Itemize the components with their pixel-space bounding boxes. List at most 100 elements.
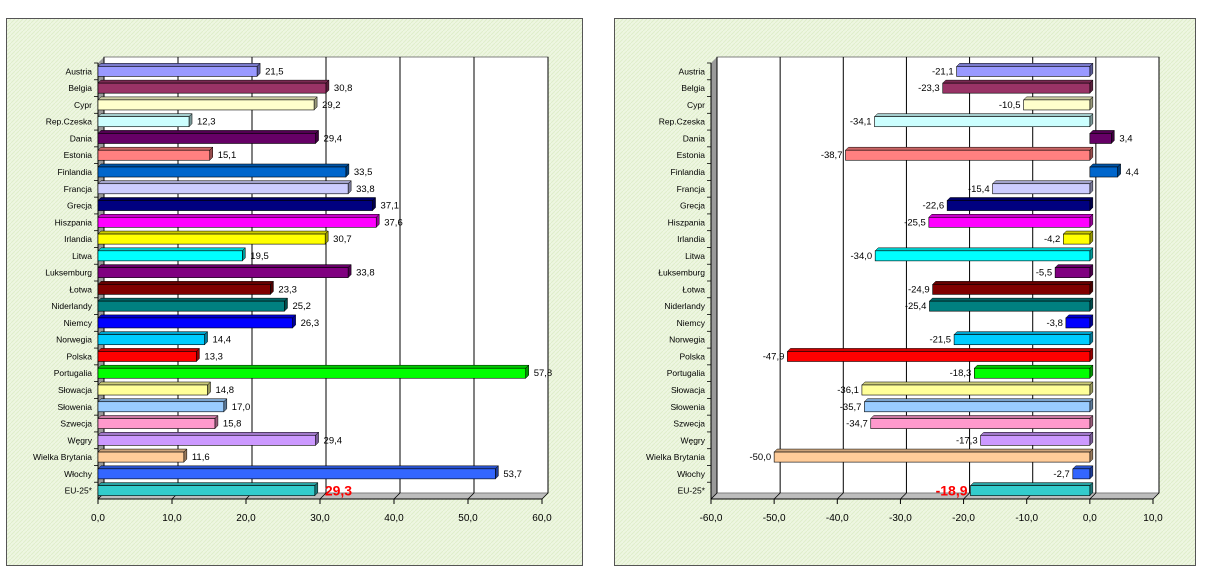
gridline-floor <box>963 492 970 500</box>
data-label: -18,3 <box>950 368 972 379</box>
bar <box>97 364 530 379</box>
x-tick-label: -60,0 <box>700 513 723 524</box>
bar <box>97 314 297 329</box>
gridline-floor <box>900 492 907 500</box>
category-label: Irlandia <box>64 234 92 244</box>
data-label: -2,7 <box>1053 469 1069 480</box>
data-label: 15,8 <box>223 419 242 430</box>
bar <box>97 230 329 245</box>
data-label: -5,5 <box>1036 268 1052 279</box>
category-label: Estonia <box>64 150 93 160</box>
bar <box>97 180 352 195</box>
bar <box>873 113 1094 128</box>
bar <box>969 481 1094 497</box>
bar <box>973 364 1094 379</box>
bar <box>97 129 320 145</box>
category-label: Grecja <box>67 201 92 211</box>
category-label: Niemcy <box>677 318 706 328</box>
category-label: Niderlandy <box>51 301 92 311</box>
gridline-floor <box>467 492 475 500</box>
bar <box>1054 263 1094 279</box>
highlight-data-label: -18,9 <box>936 483 968 499</box>
data-label: 53,7 <box>503 469 522 480</box>
data-label: -21,1 <box>932 66 954 77</box>
chart-right: -60,0 -50,0 -40,0 -30,0 -20,0 -10,0 0,0 10,0 Aus… <box>615 19 1195 565</box>
gridline-floor <box>393 492 401 500</box>
category-label: Słowenia <box>58 402 93 412</box>
x-tick-label: 20,0 <box>236 513 256 524</box>
category-label: Łotwa <box>682 284 705 294</box>
category-label: Rep.Czeska <box>659 117 706 127</box>
bar <box>97 465 499 480</box>
chart-panel-left: 0,0 10,0 20,0 30,0 40,0 50,0 60,0 Austria 21,5 Be… <box>6 18 583 566</box>
x-tick-label: -10,0 <box>1015 513 1038 524</box>
data-label: -21,5 <box>929 335 951 346</box>
category-label: Hiszpania <box>668 217 706 227</box>
category-label: Cypr <box>74 100 92 110</box>
gridline-floor <box>541 492 549 500</box>
data-label: 37,6 <box>384 217 403 228</box>
data-label: 29,2 <box>322 100 341 111</box>
bar <box>863 398 1094 413</box>
data-label: -25,5 <box>904 217 926 228</box>
data-label: -4,2 <box>1044 234 1060 245</box>
x-tick-label: 10,0 <box>162 513 182 524</box>
x-tick-label: 0,0 <box>1083 513 1097 524</box>
bar <box>956 62 1094 78</box>
category-label: Polska <box>66 351 92 361</box>
category-label: Łotwa <box>69 284 92 294</box>
category-label: Irlandia <box>677 234 705 244</box>
category-label: Dania <box>70 133 92 143</box>
category-label: Niemcy <box>64 318 93 328</box>
bar <box>874 247 1094 262</box>
category-label: Austria <box>679 66 706 76</box>
bar <box>97 481 319 497</box>
data-label: -24,9 <box>908 284 930 295</box>
chart-panel-right: -60,0 -50,0 -40,0 -30,0 -20,0 -10,0 0,0 10,0 Aus… <box>614 18 1196 566</box>
category-label: Grecja <box>680 201 705 211</box>
data-label: -34,7 <box>846 419 868 430</box>
x-tick-label: 60,0 <box>532 513 552 524</box>
category-label: Litwa <box>72 251 92 261</box>
bar <box>861 381 1094 396</box>
bar <box>992 180 1094 195</box>
category-label: Szwecja <box>673 419 705 429</box>
category-label: Słowenia <box>671 402 706 412</box>
bar <box>932 280 1094 296</box>
bar <box>97 62 261 78</box>
x-tick-label: 30,0 <box>310 513 330 524</box>
category-label: Francja <box>64 184 93 194</box>
data-label: -34,1 <box>850 117 872 128</box>
bar <box>1062 230 1094 245</box>
data-label: -3,8 <box>1046 318 1062 329</box>
bar <box>1065 314 1094 329</box>
data-label: 33,8 <box>356 268 375 279</box>
bar <box>97 331 209 346</box>
bar <box>980 431 1094 446</box>
category-label: Węgry <box>680 435 705 445</box>
bar <box>97 263 352 279</box>
data-label: -23,3 <box>918 83 940 94</box>
data-label: 33,5 <box>354 167 373 178</box>
category-label: Słowacja <box>671 385 705 395</box>
category-label: Finlandia <box>58 167 93 177</box>
category-label: Szwecja <box>60 419 92 429</box>
category-label: Austria <box>66 66 93 76</box>
bar <box>773 448 1094 463</box>
data-label: 3,4 <box>1119 133 1132 144</box>
bar <box>97 398 228 413</box>
category-label: Belgia <box>68 83 92 93</box>
category-label: Włochy <box>64 469 93 479</box>
category-label: Włochy <box>677 469 706 479</box>
gridline-floor <box>1152 492 1160 500</box>
category-label: Norwegia <box>56 335 92 345</box>
x-tick-label: 0,0 <box>91 513 105 524</box>
data-label: -50,0 <box>749 452 771 463</box>
category-label: Polska <box>679 351 705 361</box>
x-tick-label: -20,0 <box>952 513 975 524</box>
gridline-floor <box>837 492 844 500</box>
data-label: 4,4 <box>1126 167 1139 178</box>
bar <box>97 79 330 94</box>
category-label: EU-25* <box>678 486 706 496</box>
bar <box>942 79 1094 94</box>
